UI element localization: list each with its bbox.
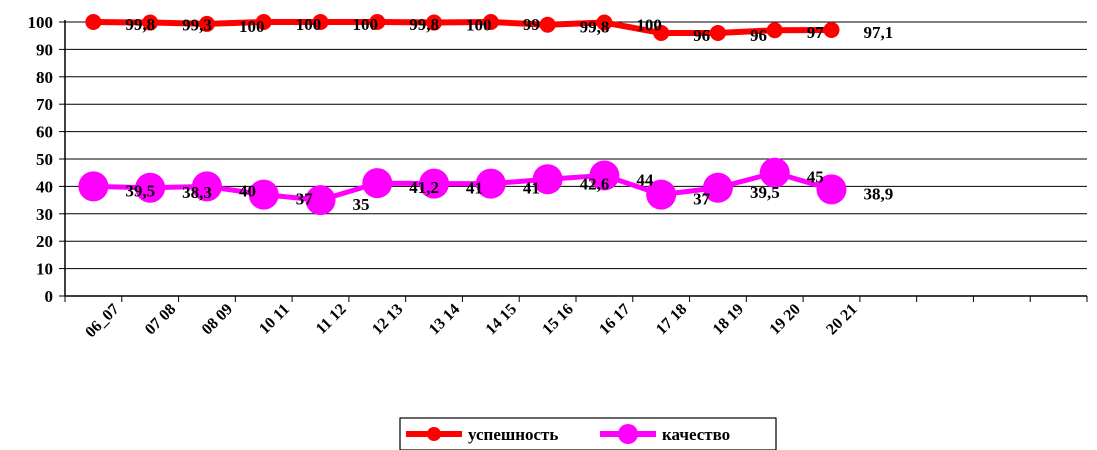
marker-uspeshnost [823, 21, 840, 38]
data-label-kachestvo: 37 [296, 190, 314, 209]
marker-kachestvo [191, 171, 222, 202]
data-label-uspeshnost: 99,3 [182, 16, 212, 35]
marker-uspeshnost [766, 22, 783, 39]
marker-kachestvo [135, 172, 166, 203]
legend-label: качество [662, 425, 730, 444]
data-labels-layer: 99,8 99,3 100 100 100 99,8 100 99 99,8 100 96 96 97 9… [125, 15, 893, 214]
x-tick-label: 16 17 [596, 301, 633, 338]
marker-uspeshnost [85, 14, 102, 30]
x-tick-label: 14 15 [483, 301, 520, 338]
data-label-kachestvo: 38,3 [182, 183, 212, 202]
marker-kachestvo [532, 164, 563, 195]
y-tick-label: 50 [36, 150, 53, 169]
data-label-uspeshnost: 97,1 [864, 23, 894, 42]
marker-uspeshnost [426, 14, 443, 31]
data-label-kachestvo: 35 [353, 195, 370, 214]
y-tick-label: 90 [36, 40, 53, 59]
data-label-kachestvo: 41 [523, 179, 540, 198]
y-tick-label: 10 [36, 260, 53, 279]
x-tick-label: 11 12 [313, 301, 350, 338]
x-axis-tick-labels: 06_07 07 08 08 09 10 11 11 12 12 13 13 14 14 15… [82, 301, 860, 341]
gridlines [65, 21, 1087, 270]
data-label-uspeshnost: 100 [353, 15, 379, 34]
data-label-kachestvo: 45 [807, 168, 824, 187]
series-layer [78, 14, 847, 216]
data-label-kachestvo: 37 [693, 190, 711, 209]
data-label-uspeshnost: 100 [466, 16, 492, 35]
data-label-uspeshnost: 97 [807, 23, 825, 42]
marker-kachestvo [362, 168, 393, 199]
marker-uspeshnost [312, 14, 329, 30]
marker-uspeshnost [369, 14, 386, 30]
y-tick-label: 60 [36, 123, 53, 142]
legend-swatch-marker [427, 427, 441, 441]
marker-uspeshnost [709, 24, 726, 41]
data-label-kachestvo: 39,5 [125, 181, 155, 200]
data-label-uspeshnost: 100 [636, 16, 662, 35]
x-tick-label: 15 16 [539, 301, 576, 338]
marker-kachestvo [759, 157, 790, 188]
data-label-uspeshnost: 99,8 [409, 15, 439, 34]
x-tick-label: 08 09 [199, 301, 236, 338]
y-tick-label: 30 [36, 205, 53, 224]
x-tick-label: 10 11 [256, 301, 293, 338]
data-label-kachestvo: 44 [636, 170, 654, 189]
data-label-kachestvo: 38,9 [864, 184, 894, 203]
data-label-kachestvo: 41,2 [409, 178, 439, 197]
legend-swatch-marker [618, 424, 638, 444]
marker-kachestvo [702, 172, 733, 203]
data-label-uspeshnost: 99 [523, 15, 540, 34]
x-tick-label: 17 18 [653, 301, 690, 338]
marker-kachestvo [78, 171, 109, 202]
marker-kachestvo [305, 185, 336, 216]
marker-kachestvo [816, 174, 847, 205]
data-label-uspeshnost: 99,8 [125, 15, 155, 34]
y-axis-tick-labels: 0 10 20 30 40 50 60 70 80 90 100 [28, 13, 54, 306]
marker-kachestvo [589, 160, 620, 191]
marker-uspeshnost [539, 16, 556, 33]
legend-box [399, 417, 777, 450]
y-tick-label: 70 [36, 95, 53, 114]
marker-kachestvo [248, 179, 279, 210]
x-tick-label: 07 08 [142, 301, 179, 338]
x-tick-label: 13 14 [426, 301, 463, 338]
marker-uspeshnost [255, 14, 272, 30]
data-label-uspeshnost: 99,8 [580, 18, 610, 37]
marker-uspeshnost [198, 15, 215, 32]
data-label-kachestvo: 40 [239, 181, 256, 200]
data-label-kachestvo: 41 [466, 179, 483, 198]
marker-kachestvo [646, 179, 677, 210]
x-tick-label: 18 19 [710, 301, 747, 338]
marker-kachestvo [419, 168, 450, 199]
y-tick-label: 100 [28, 13, 54, 32]
x-tick-label: 20 21 [823, 301, 860, 338]
marker-kachestvo [475, 168, 506, 199]
marker-uspeshnost [596, 14, 613, 31]
legend: успешность качество [399, 417, 777, 450]
x-tick-label: 06_07 [82, 301, 122, 341]
data-label-uspeshnost: 96 [693, 26, 710, 45]
y-tick-label: 80 [36, 68, 53, 87]
marker-uspeshnost [142, 14, 159, 31]
legend-label: успешность [468, 425, 558, 444]
marker-uspeshnost [482, 14, 499, 30]
y-tick-label: 0 [45, 287, 54, 306]
x-tick-label: 12 13 [369, 301, 406, 338]
y-tick-label: 20 [36, 232, 53, 251]
marker-uspeshnost [653, 24, 670, 41]
data-label-uspeshnost: 100 [239, 17, 265, 36]
series-line [93, 19, 832, 36]
data-label-kachestvo: 42,6 [580, 174, 610, 193]
data-label-kachestvo: 39,5 [750, 183, 780, 202]
data-label-uspeshnost: 96 [750, 26, 767, 45]
y-tick-label: 40 [36, 177, 53, 196]
axes [59, 20, 1088, 302]
x-tick-label: 19 20 [766, 301, 803, 338]
data-label-uspeshnost: 100 [296, 15, 322, 34]
